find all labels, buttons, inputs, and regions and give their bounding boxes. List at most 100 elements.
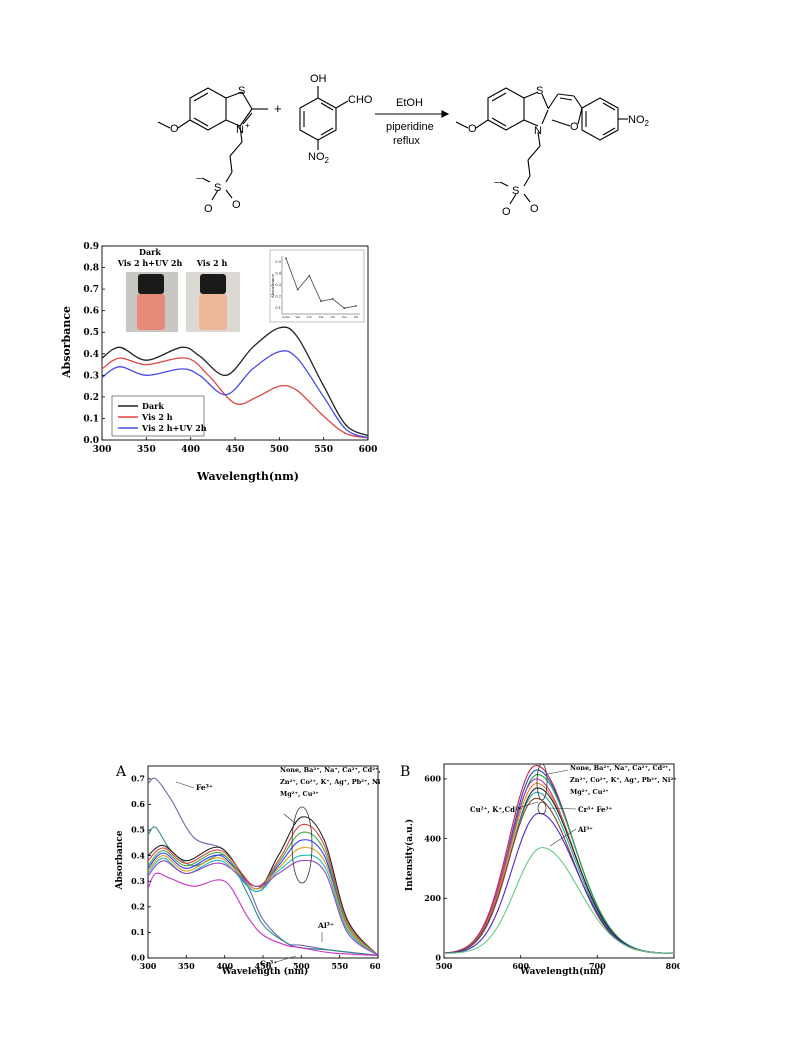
legend-label: Vis 2 h <box>141 412 173 422</box>
scheme-sulfonate-o2: O <box>232 199 241 211</box>
panel-b-annotation: Mg²⁺, Cu²⁺ <box>570 788 609 796</box>
panel-b-label: B <box>400 764 410 780</box>
y-tick-label: 0.1 <box>83 414 99 424</box>
panel-a-annotation: Cr³⁺ <box>260 959 277 968</box>
scheme-product-sulfonate-o2: O <box>530 203 539 215</box>
vial-label-vis-uv: Vis 2 h+UV 2h <box>117 258 183 268</box>
panel-a-annotation: None, Ba²⁺, Na⁺, Ca²⁺, Cd²⁺, <box>280 766 380 774</box>
y-tick-label: 0.5 <box>83 328 99 338</box>
panel-b-group-arrow <box>547 769 569 775</box>
scheme-plus-charge: + <box>245 121 250 130</box>
inset-point <box>320 300 322 303</box>
scheme-s-label: S <box>238 85 245 97</box>
y-tick-label: 200 <box>424 893 441 903</box>
panel-b-ylabel: Intensity(a.u.) <box>404 819 415 891</box>
panel-b-series <box>443 764 675 954</box>
panel-b-minor-ellipse <box>537 801 547 815</box>
series-line <box>147 831 379 956</box>
y-tick-label: 0 <box>435 953 441 963</box>
panel-b-crfe-arrow <box>547 807 577 810</box>
scheme-aldehyde-no2: NO2 <box>308 151 330 165</box>
x-tick-label: 600 <box>370 961 380 971</box>
inset-point <box>331 298 334 300</box>
series-line <box>147 826 379 956</box>
scheme-product-sulfonate-s: S <box>512 185 519 197</box>
inset-x-tick: Vis <box>341 315 347 319</box>
x-tick-label: 600 <box>359 445 378 455</box>
x-tick-label: 350 <box>137 445 156 455</box>
panel-a-group-arrow <box>283 813 297 825</box>
x-tick-label: 400 <box>181 445 200 455</box>
x-tick-label: 300 <box>140 961 157 971</box>
panel-a-series <box>147 777 379 956</box>
inset-point <box>308 274 311 277</box>
absorbance-chart: 300 350 400 450 500 550 6000.00.10.20.30.40.50… <box>60 242 378 483</box>
panel-a-fe-arrow <box>175 781 195 789</box>
inset-y-tick: 0.5 <box>275 260 281 264</box>
plot-frame <box>443 763 675 959</box>
vial-vis-solution <box>199 294 227 330</box>
series-line <box>147 816 379 956</box>
absorbance-chart-xlabel: Wavelength(nm) <box>196 470 299 483</box>
x-tick-label: 350 <box>178 961 195 971</box>
y-tick-label: 0.2 <box>83 393 99 403</box>
reaction-scheme: S N + O S O O − + OH CHO NO2 EtOH piperi… <box>157 73 650 218</box>
x-tick-label: 500 <box>436 961 453 971</box>
series-line <box>147 839 379 956</box>
scheme-product-s: S <box>536 85 543 97</box>
panel-b-xlabel: Wavelength(nm) <box>519 966 603 977</box>
panel-a-label: A <box>115 764 127 780</box>
scheme-minus-charge: − <box>196 174 202 185</box>
x-tick-label: 700 <box>589 961 606 971</box>
x-tick-label: 500 <box>293 961 310 971</box>
inset-x-tick: UV <box>307 315 313 319</box>
scheme-product-n: N <box>534 125 542 137</box>
series-line <box>147 823 379 956</box>
y-tick-label: 0.7 <box>83 285 99 295</box>
series-line <box>443 847 675 954</box>
scheme-cho-label: CHO <box>348 94 373 106</box>
inset-ylabel: Absorbance <box>270 273 275 299</box>
y-tick-label: 0.9 <box>83 242 99 252</box>
panel-b-al-arrow <box>549 828 577 847</box>
y-tick-label: 0.8 <box>83 264 99 274</box>
scheme-product-ring-o: O <box>570 121 579 133</box>
panel-a-annotation: Zn²⁺, Co²⁺, K⁺, Ag⁺, Pb²⁺, Ni²⁺ <box>280 778 380 786</box>
y-tick-label: 400 <box>424 833 441 843</box>
x-tick-label: 550 <box>314 445 333 455</box>
panel-a-group-ellipse <box>291 806 313 884</box>
panel-b-annotation: Cr³⁺ Fe³⁺ <box>578 805 613 814</box>
inset-point <box>343 307 346 310</box>
inset-point <box>285 257 287 260</box>
series-line <box>443 812 675 954</box>
panel-b-annotation: Al³⁺ <box>577 825 593 834</box>
inset-x-tick: UV <box>330 315 336 319</box>
x-tick-label: 500 <box>270 445 289 455</box>
scheme-oh-label: OH <box>310 73 327 85</box>
inset-point <box>355 304 357 307</box>
vial-dark-solution <box>137 294 165 330</box>
panel-a-annotation: Mg²⁺, Cu²⁺ <box>280 790 319 798</box>
y-tick-label: 600 <box>424 774 441 784</box>
scheme-sulfonate-o1: O <box>204 203 213 215</box>
panel-a-annotation: Fe³⁺ <box>196 783 213 792</box>
panel-b-group-ellipse <box>536 763 548 801</box>
series-line <box>443 773 675 954</box>
scheme-condition-reflux: reflux <box>393 135 420 147</box>
y-tick-label: 0.4 <box>131 850 145 860</box>
inset-x-tick: Vis <box>318 315 324 319</box>
series-line <box>147 872 379 956</box>
panel-b-annotation: None, Ba²⁺, Na⁺, Ca²⁺, Cd²⁺, <box>570 764 671 772</box>
y-tick-label: 0.3 <box>131 876 145 886</box>
scheme-methoxy-o: O <box>170 123 179 135</box>
series-line <box>443 764 675 954</box>
series-line <box>101 326 369 437</box>
scheme-product-sulfonate-o1: O <box>502 206 511 218</box>
panel-a-cr-arrow <box>275 955 297 963</box>
x-tick-label: 600 <box>512 961 529 971</box>
y-tick-label: 0.1 <box>131 927 145 937</box>
y-tick-label: 0.6 <box>83 307 99 317</box>
y-tick-label: 0.4 <box>83 350 99 360</box>
y-tick-label: 0.7 <box>131 773 145 783</box>
vial-cap-icon <box>200 274 226 294</box>
